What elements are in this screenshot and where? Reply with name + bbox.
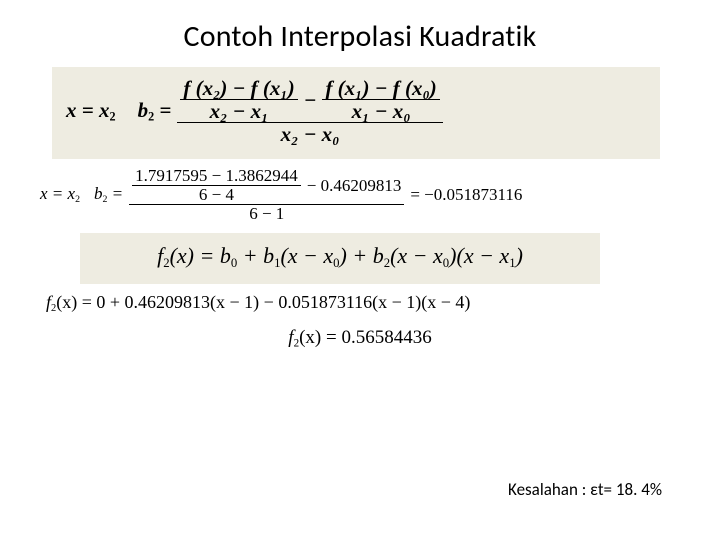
slide-title: Contoh Interpolasi Kuadratik [40,18,680,55]
eq1-lhs: x = x2 [66,98,116,125]
eq-f2-result: f2(x) = 0.56584436 [40,327,680,349]
eq1-lhs-text: x = x [66,98,109,122]
eq1-minus: − [304,89,317,111]
eq1-tl-num: f (x₂) − f (x₁) [180,77,297,100]
eq3-b: (x) = b [170,243,231,268]
eq1-tr-den: x₁ − x₀ [349,100,414,122]
formula-box-b2-symbolic: x = x2 b2 = f (x₂) − f (x₁) x₂ − x₁ − f [52,67,660,159]
eq1-equals: = [154,98,171,122]
eq3-c: + b [237,243,274,268]
eq1-inner-frac-right: f (x₁) − f (x₀) x₁ − x₀ [322,77,439,122]
eq3-e: ) + b [340,243,384,268]
eq2-inner-num: 1.7917595 − 1.3862944 [132,167,301,186]
eq2-minus-term: − 0.46209813 [307,177,402,195]
eq2-outer-den: 6 − 1 [246,205,287,223]
eq-f2-numeric: f2(x) = 0 + 0.46209813(x − 1) − 0.051873… [46,292,680,314]
eq1-b-label: b [138,98,149,122]
eq-b2-numeric: x = x2 b2 = 1.7917595 − 1.3862944 6 − 4 … [40,167,670,223]
eq1-outer-fraction: f (x₂) − f (x₁) x₂ − x₁ − f (x₁) − f (x₀… [177,77,442,145]
eq1-lhs-sub: 2 [109,109,115,123]
eq-b2-symbolic: x = x2 b2 = f (x₂) − f (x₁) x₂ − x₁ − f [66,77,646,145]
eq2-inner-fraction: 1.7917595 − 1.3862944 6 − 4 [132,167,301,204]
eq1-tr-num: f (x₁) − f (x₀) [322,77,439,100]
eq2-lhs: x = x2 [40,184,80,205]
formula-box-f2: f2(x) = b0 + b1(x − x0) + b2(x − x0)(x −… [80,233,600,285]
slide: Contoh Interpolasi Kuadratik x = x2 b2 =… [0,0,720,540]
eq3-g: )(x − x [449,243,509,268]
eq2-rhs: b2 = 1.7917595 − 1.3862944 6 − 4 − 0.462… [94,167,522,223]
eq2-outer-fraction: 1.7917595 − 1.3862944 6 − 4 − 0.46209813… [129,167,404,223]
eq1-b2: b2 = f (x₂) − f (x₁) x₂ − x₁ − f (x₁) − … [138,77,443,145]
eq-f2-symbolic: f2(x) = b0 + b1(x − x0) + b2(x − x0)(x −… [94,243,586,271]
eq1-tl-den: x₂ − x₁ [207,100,272,122]
eq2-lhs-sub: 2 [75,194,80,205]
eq3-h: ) [516,243,523,268]
eq2-equals: = [107,184,123,203]
eq2-inner-den: 6 − 4 [196,186,237,204]
eq2-result: = −0.051873116 [410,185,522,205]
eq3-f: (x − x [390,243,443,268]
eq2-lhs-text: x = x [40,184,75,203]
eq1-inner-frac-left: f (x₂) − f (x₁) x₂ − x₁ [180,77,297,122]
error-note: Kesalahan : εt= 18. 4% [508,479,662,500]
eq1-outer-den: x₂ − x₀ [278,123,343,145]
eq3-d: (x − x [280,243,333,268]
